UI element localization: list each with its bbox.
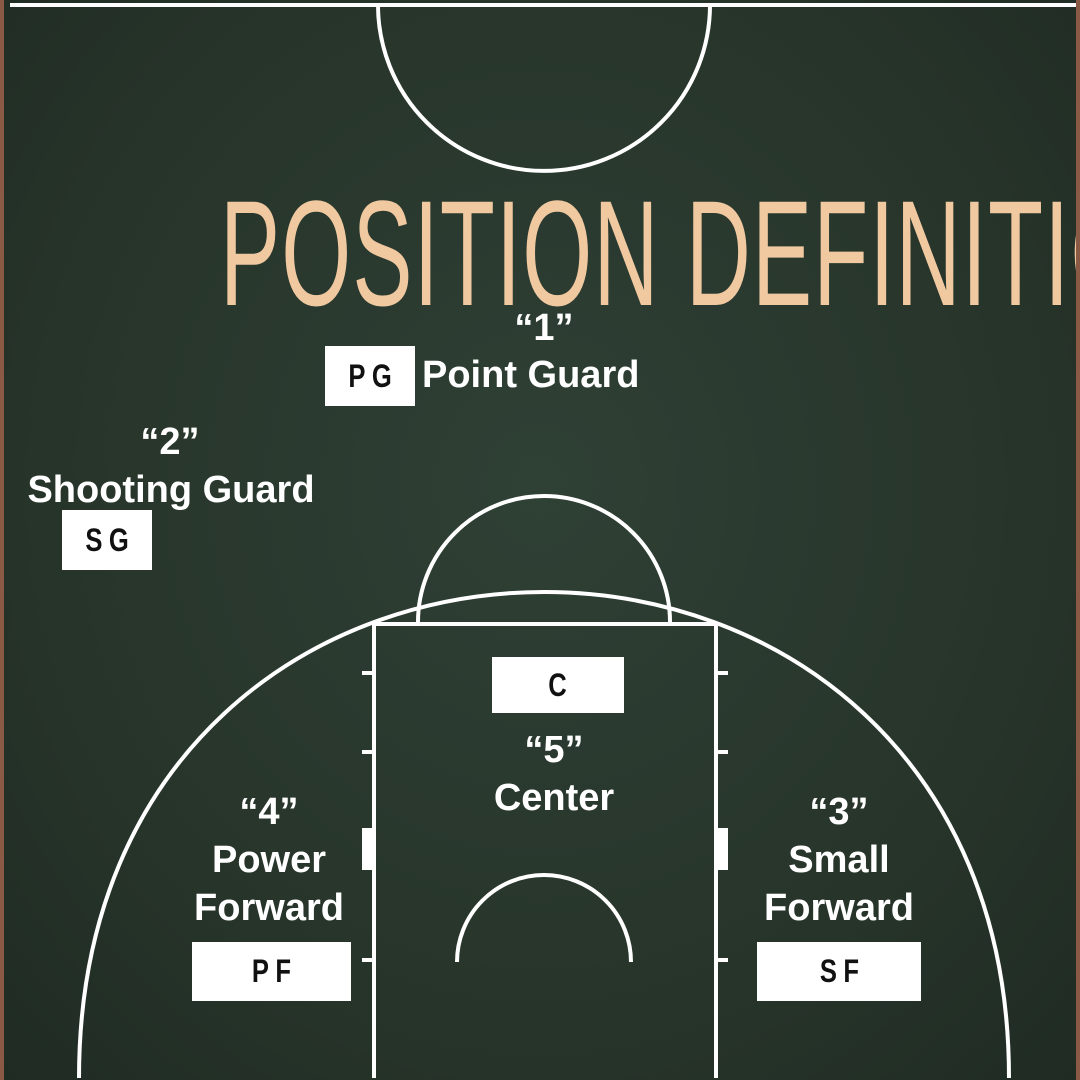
small-forward-badge: SF <box>757 942 921 1001</box>
center-abbr: C <box>548 666 574 703</box>
point-guard-label: Point Guard <box>422 354 640 396</box>
small-forward-label-line2: Forward <box>764 887 914 929</box>
power-forward-label-line1: Power <box>211 839 327 881</box>
point-guard-badge: PG <box>325 346 415 406</box>
small-forward-label-line1: Small <box>788 839 890 881</box>
point-guard-abbr: PG <box>348 357 399 394</box>
court-lines <box>10 3 1076 1079</box>
point-guard-number: “1” <box>514 307 574 349</box>
lane-block <box>362 828 374 870</box>
center-circle <box>376 4 712 173</box>
shooting-guard-badge: SG <box>62 510 152 570</box>
free-throw-circle <box>416 494 672 623</box>
power-forward-abbr: PF <box>251 953 298 989</box>
center-badge: C <box>492 657 624 713</box>
small-forward-abbr: SF <box>819 953 865 989</box>
center-number: “5” <box>524 729 584 771</box>
shooting-guard-label: Shooting Guard <box>27 469 315 511</box>
power-forward-label-line2: Forward <box>194 887 344 929</box>
shooting-guard-abbr: SG <box>85 521 136 558</box>
restricted-area <box>455 873 633 963</box>
small-forward-number: “3” <box>809 791 869 833</box>
page-title: POSITION DEFINITION <box>220 169 1076 337</box>
power-forward-badge: PF <box>192 942 351 1001</box>
power-forward-number: “4” <box>239 791 299 833</box>
lane-block <box>716 828 728 870</box>
center-label: Center <box>493 777 615 819</box>
shooting-guard-number: “2” <box>140 421 200 463</box>
three-point-arc <box>77 590 1011 1079</box>
